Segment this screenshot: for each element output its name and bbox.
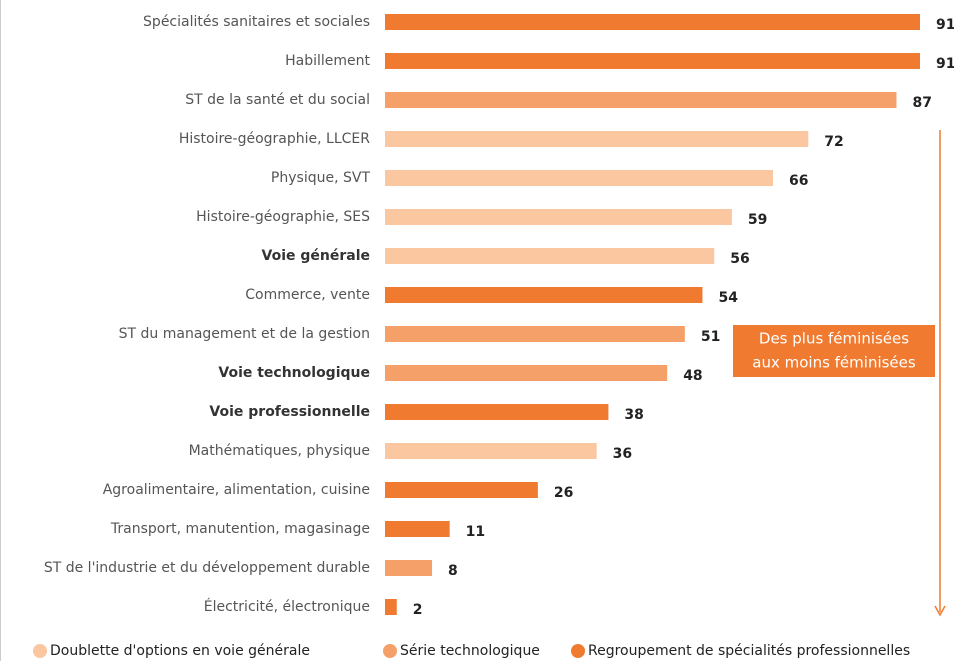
value-label: 91: [936, 56, 954, 72]
bar: [385, 365, 668, 381]
bar: [385, 443, 597, 459]
bar: [385, 599, 397, 615]
bar: [385, 326, 685, 342]
bar: [385, 170, 774, 186]
legend-swatch: [33, 644, 47, 658]
annotation: aux moins féminisées: [752, 354, 916, 372]
value-label: 56: [730, 251, 749, 267]
category-label: Agroalimentaire, alimentation, cuisine: [103, 482, 370, 498]
value-label: 91: [936, 17, 954, 33]
value-label: 8: [448, 563, 458, 579]
arrow-head: [934, 605, 946, 617]
bar: [385, 248, 715, 264]
value-label: 11: [466, 524, 485, 540]
value-label: 36: [613, 446, 632, 462]
bar: [385, 482, 538, 498]
category-label: Transport, manutention, magasinage: [110, 521, 370, 537]
bar: [385, 131, 809, 147]
value-label: 87: [912, 95, 931, 111]
category-label: ST du management et de la gestion: [119, 326, 370, 342]
value-label: 59: [748, 212, 767, 228]
value-label: 26: [554, 485, 573, 501]
bar: [385, 287, 703, 303]
value-label: 51: [701, 329, 720, 345]
bar: [385, 14, 920, 30]
bar: [385, 521, 450, 537]
value-label: 72: [824, 134, 843, 150]
bar: [385, 560, 433, 576]
category-label: Voie professionnelle: [209, 404, 370, 420]
legend-label: Regroupement de spécialités professionne…: [588, 643, 910, 659]
category-label: Voie technologique: [218, 365, 370, 381]
category-label: Histoire-géographie, SES: [196, 209, 370, 225]
category-label: Physique, SVT: [271, 170, 371, 186]
bar: [385, 53, 920, 69]
legend-label: Série technologique: [400, 643, 540, 659]
value-label: 2: [413, 602, 423, 618]
category-label: Voie générale: [262, 248, 370, 264]
category-label: ST de l'industrie et du développement du…: [44, 560, 370, 576]
value-label: 66: [789, 173, 808, 189]
category-label: Habillement: [285, 53, 370, 69]
annotation-box: [733, 325, 935, 377]
category-label: Histoire-géographie, LLCER: [179, 131, 370, 147]
legend-swatch: [383, 644, 397, 658]
value-label: 54: [718, 290, 738, 306]
bar: [385, 209, 732, 225]
value-label: 48: [683, 368, 702, 384]
annotation: Des plus féminisées: [759, 330, 909, 348]
category-label: Commerce, vente: [245, 287, 370, 303]
value-label: 38: [624, 407, 643, 423]
legend-swatch: [571, 644, 585, 658]
category-label: Spécialités sanitaires et sociales: [143, 14, 370, 30]
bar: [385, 404, 609, 420]
category-label: ST de la santé et du social: [185, 92, 370, 108]
legend-label: Doublette d'options en voie générale: [50, 643, 310, 659]
category-label: Électricité, électronique: [204, 598, 370, 615]
category-label: Mathématiques, physique: [189, 443, 370, 459]
bar: [385, 92, 897, 108]
